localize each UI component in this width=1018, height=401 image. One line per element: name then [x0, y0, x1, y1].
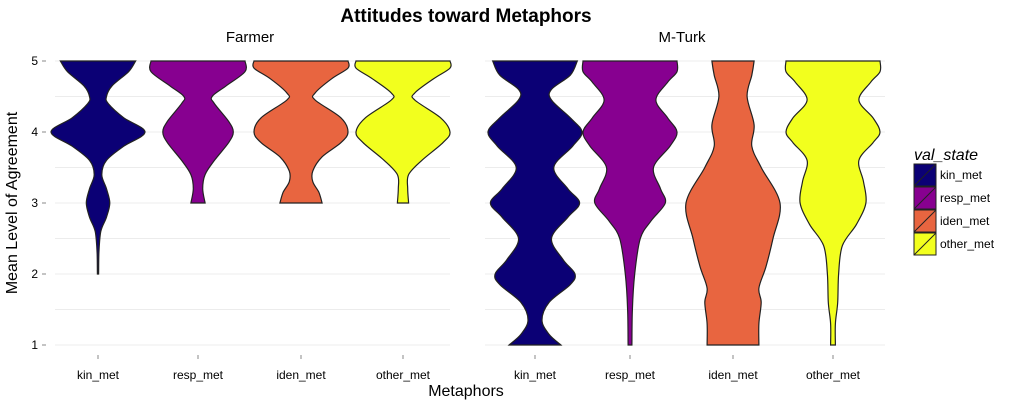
legend-key-slash — [913, 232, 937, 256]
legend-key-slash — [913, 186, 937, 210]
panel-label-farmer: Farmer — [226, 29, 274, 46]
x-tick-label: iden_met — [276, 368, 326, 382]
panel-label-mturk: M-Turk — [659, 29, 706, 46]
y-tick-label: 1 — [31, 338, 38, 352]
legend-label-other_met: other_met — [940, 237, 995, 251]
legend-key-slash — [913, 163, 937, 187]
y-axis-label: Mean Level of Agreement — [4, 111, 21, 294]
x-tick-label: resp_met — [605, 368, 656, 382]
legend-label-kin_met: kin_met — [940, 168, 983, 182]
y-axis-ticks: 1 2 3 4 5 — [31, 54, 46, 352]
violin-farmer-iden_met — [252, 60, 350, 204]
y-tick-label: 5 — [31, 54, 38, 68]
legend-key-slash — [913, 209, 937, 233]
legend-label-resp_met: resp_met — [940, 191, 991, 205]
x-tick-label: other_met — [376, 368, 431, 382]
x-tick-label: iden_met — [708, 368, 758, 382]
violin-farmer-other_met — [354, 60, 452, 204]
legend-label-iden_met: iden_met — [940, 214, 990, 228]
violin-mturk-other_met — [784, 60, 882, 346]
x-tick-label: other_met — [806, 368, 861, 382]
violin-farmer-resp_met — [149, 60, 247, 204]
legend-title: val_state — [914, 147, 978, 164]
chart-title: Attitudes toward Metaphors — [340, 6, 591, 27]
y-tick-label: 4 — [31, 125, 38, 139]
violin-farmer-kin_met — [50, 60, 146, 275]
violin-mturk-resp_met — [581, 60, 679, 346]
x-tick-label: resp_met — [173, 368, 224, 382]
x-tick-label: kin_met — [514, 368, 557, 382]
y-tick-label: 3 — [31, 196, 38, 210]
x-axis-label: Metaphors — [428, 383, 504, 400]
violin-mturk-iden_met — [685, 60, 781, 346]
violin-mturk-kin_met — [487, 60, 583, 346]
x-axis-ticks: kin_met resp_met iden_met other_met kin_met r… — [77, 355, 861, 382]
legend: val_state kin_met resp_met iden_met other_m… — [913, 147, 995, 256]
x-tick-label: kin_met — [77, 368, 120, 382]
violins — [50, 60, 882, 346]
y-tick-label: 2 — [31, 267, 38, 281]
